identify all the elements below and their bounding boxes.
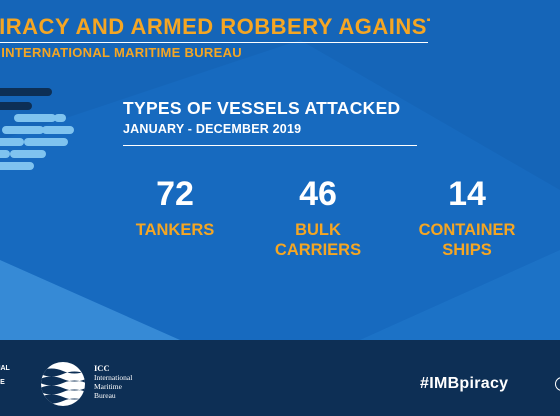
stat-label-line1: CONTAINER <box>418 221 516 239</box>
panel-subtitle: JANUARY - DECEMBER 2019 <box>123 122 302 136</box>
header-divider <box>0 42 428 43</box>
icc-line3: Bureau <box>94 391 116 400</box>
imb-wave-globe-icon <box>41 362 85 406</box>
icc-line1: International <box>94 373 133 382</box>
stat-label-line1: BULK <box>295 221 341 239</box>
header-subtitle: ICC INTERNATIONAL MARITIME BUREAU <box>0 45 242 60</box>
stat-label-line2: SHIPS <box>442 241 492 259</box>
stat-label: CONTAINER SHIPS <box>397 220 537 260</box>
stat-label: BULK CARRIERS <box>248 220 388 260</box>
footer-org-text: ONAL RCE <box>0 362 30 390</box>
icc-wordmark: ICC International Maritime Bureau <box>94 363 133 401</box>
stat-container-ships: 14 CONTAINER SHIPS <box>397 176 537 260</box>
footer-org-line2: RCE <box>0 379 5 386</box>
stat-value: 46 <box>299 175 337 213</box>
footer-org-line1: ONAL <box>0 365 10 372</box>
stat-value: 72 <box>156 175 194 213</box>
icc-line2: Maritime <box>94 382 122 391</box>
stat-label-line1: TANKERS <box>135 221 215 239</box>
stat-bulk-carriers: 46 BULK CARRIERS <box>248 176 388 260</box>
stat-value: 14 <box>448 175 486 213</box>
stat-tankers: 72 TANKERS <box>105 176 245 240</box>
panel-divider <box>123 145 417 146</box>
stat-label: TANKERS <box>105 220 245 240</box>
panel-title: TYPES OF VESSELS ATTACKED <box>123 98 401 118</box>
header-title: PIRACY AND ARMED ROBBERY AGAINST SHIPS <box>0 14 430 39</box>
footer-bar <box>0 340 560 416</box>
stat-label-line2: CARRIERS <box>274 241 362 259</box>
icc-name: ICC <box>94 363 110 373</box>
hashtag: #IMBpiracy <box>420 375 509 392</box>
